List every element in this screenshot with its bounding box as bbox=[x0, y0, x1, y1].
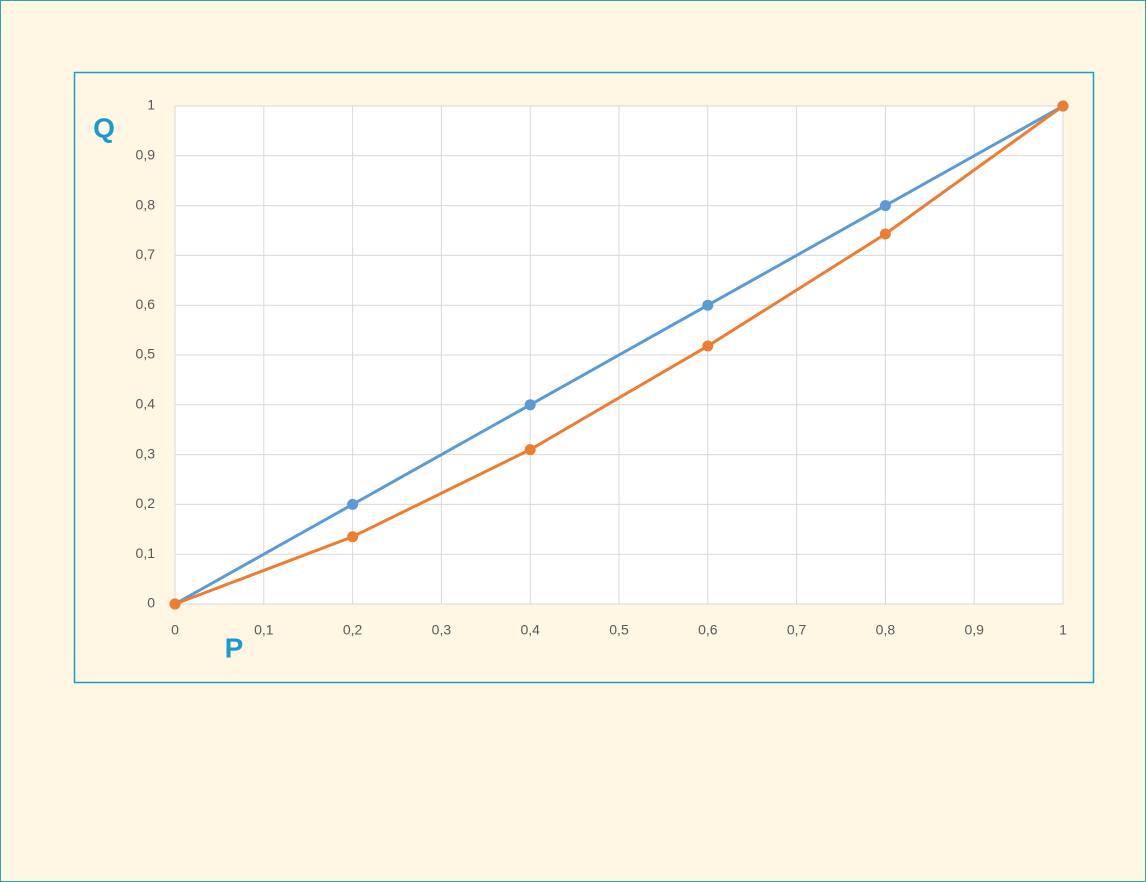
x-tick-label: 0,1 bbox=[254, 622, 274, 638]
y-tick-label: 0,2 bbox=[136, 495, 156, 511]
x-tick-label: 0,8 bbox=[876, 622, 896, 638]
y-tick-label: 0,1 bbox=[136, 545, 156, 561]
x-tick-label: 0,9 bbox=[964, 622, 984, 638]
y-tick-label: 0,6 bbox=[136, 296, 156, 312]
data-point bbox=[169, 598, 181, 610]
y-tick-label: 0,7 bbox=[136, 246, 156, 262]
data-point bbox=[347, 498, 359, 510]
y-tick-label: 0,4 bbox=[136, 396, 156, 412]
y-tick-label: 0,5 bbox=[136, 346, 156, 362]
x-tick-label: 0,3 bbox=[432, 622, 452, 638]
x-tick-label: 0,7 bbox=[787, 622, 807, 638]
data-point bbox=[347, 531, 359, 543]
data-point bbox=[879, 228, 891, 240]
y-tick-label: 1 bbox=[147, 97, 155, 113]
x-tick-label: 1 bbox=[1059, 622, 1067, 638]
data-point bbox=[879, 200, 891, 212]
data-point bbox=[1057, 100, 1069, 112]
y-tick-label: 0,8 bbox=[136, 196, 156, 212]
x-tick-label: 0,4 bbox=[520, 622, 540, 638]
y-tick-label: 0 bbox=[147, 595, 155, 611]
data-point bbox=[702, 299, 714, 311]
y-tick-label: 0,3 bbox=[136, 445, 156, 461]
series-line bbox=[174, 104, 1064, 606]
data-point bbox=[702, 340, 714, 352]
y-tick-label: 0,9 bbox=[136, 147, 156, 163]
data-point bbox=[524, 399, 536, 411]
x-axis-title: P bbox=[225, 632, 244, 663]
x-tick-label: 0,2 bbox=[343, 622, 363, 638]
y-axis-title: Q bbox=[93, 112, 115, 143]
data-point bbox=[524, 444, 536, 456]
series-line bbox=[174, 104, 1064, 606]
x-tick-label: 0,6 bbox=[698, 622, 718, 638]
x-tick-label: 0,5 bbox=[609, 622, 629, 638]
x-tick-label: 0 bbox=[171, 622, 179, 638]
